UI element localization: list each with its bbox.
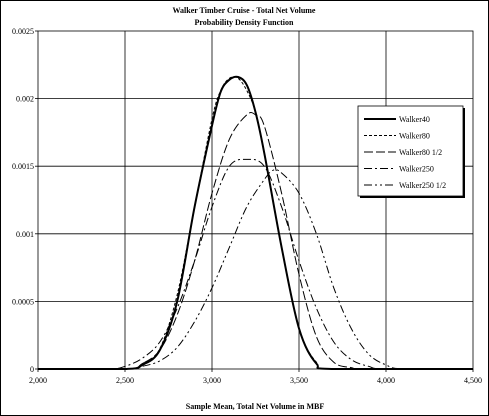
legend-label: Walker80 1/2 (399, 148, 442, 157)
plot-area (37, 30, 474, 370)
legend-label: Walker40 (399, 115, 430, 124)
x-axis-label: Sample Mean, Total Net Volume in MBF (186, 402, 325, 411)
legend-box (357, 105, 464, 197)
x-tick-label: 4,000 (377, 376, 395, 385)
x-tick-label: 2,000 (29, 376, 47, 385)
series-line-4 (38, 158, 473, 370)
x-tick-label: 3,500 (290, 376, 308, 385)
series-line-2 (38, 76, 473, 370)
y-tick-label: 0.0015 (12, 162, 34, 171)
x-tick-label: 2,500 (116, 376, 134, 385)
y-tick-label: 0 (30, 365, 34, 374)
series-line-3 (38, 112, 473, 370)
y-tick-label: 0.001 (16, 230, 34, 239)
y-tick-label: 0.0005 (12, 297, 34, 306)
x-tick-label: 4,500 (464, 376, 482, 385)
legend-label: Walker250 1/2 (399, 181, 446, 190)
series-line-5 (38, 169, 473, 370)
legend-label: Walker250 (399, 165, 434, 174)
chart-subtitle: Probability Density Function (195, 18, 295, 27)
y-tick-label: 0.002 (16, 95, 34, 104)
x-tick-label: 3,000 (203, 376, 221, 385)
legend-label: Walker80 (399, 132, 430, 141)
y-tick-label: 0.0025 (12, 27, 34, 36)
chart-title: Walker Timber Cruise - Total Net Volume (173, 6, 316, 15)
